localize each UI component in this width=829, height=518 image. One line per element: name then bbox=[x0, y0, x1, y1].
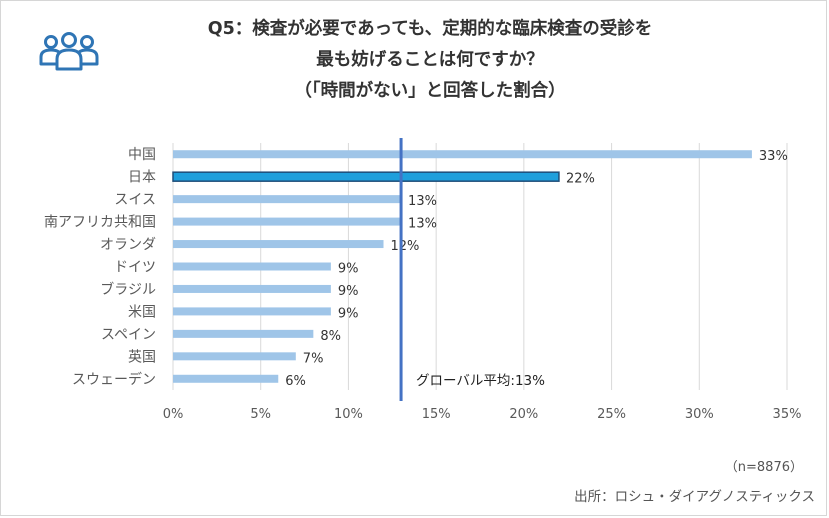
category-label: 米国 bbox=[128, 304, 156, 320]
x-tick-label: 0% bbox=[163, 407, 184, 422]
title-line-3: （「時間がない」と回答した割合） bbox=[294, 81, 566, 101]
bar bbox=[173, 262, 331, 271]
bar bbox=[173, 150, 752, 159]
x-tick-label: 30% bbox=[685, 407, 714, 422]
users-group-icon bbox=[39, 32, 99, 71]
value-label: 9% bbox=[338, 262, 359, 277]
x-tick-label: 35% bbox=[773, 407, 802, 422]
sample-size-note: （n=8876） bbox=[724, 460, 803, 475]
category-label: ドイツ bbox=[114, 260, 156, 276]
value-label: 6% bbox=[285, 374, 306, 389]
category-label: オランダ bbox=[100, 237, 156, 253]
value-label: 13% bbox=[408, 217, 437, 232]
x-tick-label: 10% bbox=[334, 407, 363, 422]
category-label: 日本 bbox=[128, 170, 156, 186]
value-label: 22% bbox=[566, 172, 595, 187]
value-label: 13% bbox=[408, 194, 437, 209]
category-label: スペイン bbox=[101, 327, 156, 343]
source-note: 出所：ロシュ・ダイアグノスティックス bbox=[574, 489, 815, 505]
chart-title: Q5：検査が必要であっても、定期的な臨床検査の受診を 最も妨げることは何ですか？… bbox=[150, 14, 710, 107]
x-tick-label: 20% bbox=[509, 407, 538, 422]
x-tick-label: 5% bbox=[250, 407, 271, 422]
bar bbox=[173, 217, 402, 226]
value-label: 8% bbox=[320, 329, 341, 344]
value-label: 9% bbox=[338, 306, 359, 321]
title-line-2: 最も妨げることは何ですか？ bbox=[316, 50, 544, 70]
x-tick-label: 25% bbox=[597, 407, 626, 422]
x-tick-label: 15% bbox=[422, 407, 451, 422]
category-label: スウェーデン bbox=[72, 371, 156, 388]
value-label: 7% bbox=[303, 351, 324, 366]
bar bbox=[173, 284, 331, 293]
category-label: 英国 bbox=[128, 348, 156, 365]
bar bbox=[173, 374, 279, 383]
bar bbox=[173, 240, 384, 249]
bar bbox=[173, 352, 296, 361]
bar-highlight bbox=[172, 171, 560, 182]
bar bbox=[173, 307, 331, 316]
category-label: スイス bbox=[114, 192, 156, 208]
category-label: ブラジル bbox=[100, 281, 156, 298]
value-label: 12% bbox=[391, 239, 420, 254]
category-label: 中国 bbox=[128, 147, 156, 163]
bar bbox=[173, 329, 314, 338]
value-label: 9% bbox=[338, 284, 359, 299]
title-line-1: Q5：検査が必要であっても、定期的な臨床検査の受診を bbox=[207, 19, 653, 39]
average-label: グローバル平均:13% bbox=[416, 373, 545, 389]
value-label: 33% bbox=[759, 149, 788, 164]
bar bbox=[173, 195, 402, 204]
category-label: 南アフリカ共和国 bbox=[44, 215, 156, 231]
